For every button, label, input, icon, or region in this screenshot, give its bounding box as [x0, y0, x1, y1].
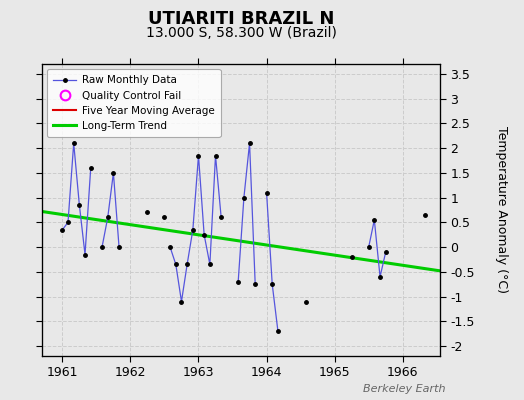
Raw Monthly Data [71, 141, 77, 146]
Raw Monthly Data [59, 227, 66, 232]
Raw Monthly Data [76, 203, 82, 208]
Text: 13.000 S, 58.300 W (Brazil): 13.000 S, 58.300 W (Brazil) [146, 26, 336, 40]
Line: Raw Monthly Data: Raw Monthly Data [61, 142, 92, 256]
Raw Monthly Data [88, 166, 94, 170]
Text: Berkeley Earth: Berkeley Earth [363, 384, 445, 394]
Legend: Raw Monthly Data, Quality Control Fail, Five Year Moving Average, Long-Term Tren: Raw Monthly Data, Quality Control Fail, … [47, 69, 221, 137]
Raw Monthly Data [82, 252, 88, 257]
Raw Monthly Data [65, 220, 71, 225]
Text: UTIARITI BRAZIL N: UTIARITI BRAZIL N [148, 10, 334, 28]
Y-axis label: Temperature Anomaly (°C): Temperature Anomaly (°C) [495, 126, 508, 294]
